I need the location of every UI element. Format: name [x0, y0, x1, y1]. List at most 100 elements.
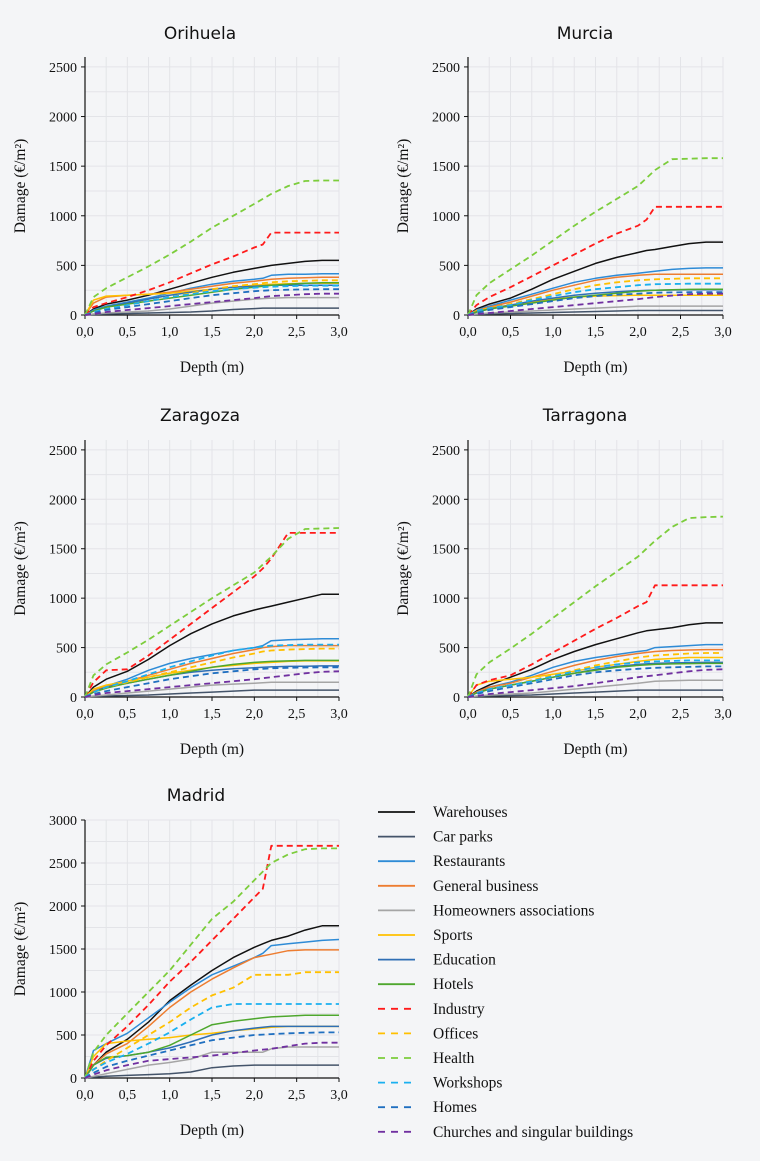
legend-label-sports: Sports [433, 927, 473, 944]
y-tick-label: 1500 [49, 943, 77, 958]
legend: Warehouses Car parks Restaurants General bu… [378, 804, 633, 1141]
x-tick-label: 0,5 [502, 325, 520, 340]
series-line-car-parks [84, 1064, 339, 1079]
legend-label-workshops: Workshops [433, 1075, 502, 1092]
chart-murcia: Murcia 0 500 1000 1500 2000 2500 0,0 0,5 1,0 1,5 2,… [395, 24, 732, 376]
y-axis-label: Damage (€/m²) [12, 139, 29, 234]
x-tick-label: 2,0 [246, 1088, 264, 1103]
chart-madrid: Madrid 0 500 1000 1500 2000 2500 3000 0,0 0,5 1,0 1… [12, 786, 348, 1139]
x-tick-label: 0,5 [119, 707, 137, 722]
legend-label-industry: Industry [433, 1001, 485, 1018]
chart-orihuela: Orihuela 0 500 1000 1500 2000 2500 0,0 0,5 1,0 1,5… [12, 24, 348, 376]
x-tick-label: 1,0 [161, 1088, 179, 1103]
x-tick-label: 3,0 [714, 325, 732, 340]
legend-label-hotels: Hotels [433, 976, 473, 993]
y-tick-label: 1000 [49, 986, 77, 1001]
legend-label-offices: Offices [433, 1025, 478, 1042]
y-tick-label: 2000 [432, 111, 460, 126]
x-tick-label: 1,5 [203, 707, 221, 722]
series-line-homes [84, 288, 339, 316]
legend-label-churches-and-singular-buildings: Churches and singular buildings [433, 1124, 633, 1141]
y-tick-label: 1000 [432, 592, 460, 607]
y-tick-label: 500 [439, 259, 460, 274]
chart-title: Zaragoza [160, 406, 240, 426]
series-line-homes [467, 665, 723, 698]
chart-zaragoza: Zaragoza 0 500 1000 1500 2000 2500 0,0 0,5 1,0 1,5… [12, 406, 348, 758]
y-tick-label: 0 [70, 309, 77, 324]
y-tick-label: 2500 [49, 444, 77, 459]
y-tick-label: 1500 [49, 160, 77, 175]
y-tick-label: 0 [70, 1072, 77, 1087]
legend-label-homes: Homes [433, 1099, 477, 1116]
series-line-hotels [84, 659, 339, 698]
x-tick-label: 2,5 [672, 325, 690, 340]
series-line-homeowners-associations [84, 1046, 339, 1079]
legend-label-health: Health [433, 1050, 475, 1067]
series-line-warehouses [467, 622, 723, 698]
x-tick-label: 0,0 [459, 325, 477, 340]
series-line-hotels [467, 288, 723, 316]
x-axis-label: Depth (m) [180, 1122, 244, 1139]
series-line-workshops [467, 282, 723, 316]
series-line-churches-and-singular-buildings [467, 292, 723, 316]
y-tick-label: 1500 [432, 543, 460, 558]
series-line-workshops [84, 1003, 339, 1079]
series-line-health [467, 515, 724, 698]
series-line-warehouses [84, 259, 339, 316]
series-line-industry [84, 844, 339, 1079]
y-tick-label: 500 [56, 259, 77, 274]
x-tick-label: 0,0 [76, 1088, 94, 1103]
x-tick-label: 2,5 [288, 325, 306, 340]
series-line-churches-and-singular-buildings [467, 668, 724, 698]
y-tick-label: 0 [453, 309, 460, 324]
series-line-workshops [467, 659, 723, 698]
x-tick-label: 3,0 [714, 707, 732, 722]
x-axis-label: Depth (m) [563, 741, 627, 758]
chart-title: Tarragona [542, 406, 627, 426]
x-tick-label: 2,5 [288, 1088, 306, 1103]
x-tick-label: 1,0 [161, 707, 179, 722]
x-tick-label: 2,0 [629, 325, 647, 340]
x-tick-label: 3,0 [330, 707, 348, 722]
y-axis-label: Damage (€/m²) [395, 521, 412, 616]
y-tick-label: 2500 [49, 61, 77, 76]
y-tick-label: 0 [70, 691, 77, 706]
series-line-hotels [84, 1014, 339, 1079]
x-tick-label: 0,0 [76, 707, 94, 722]
series-line-workshops [84, 643, 339, 698]
y-tick-label: 3000 [49, 814, 77, 829]
series-line-churches-and-singular-buildings [84, 292, 339, 316]
legend-label-homeowners-associations: Homeowners associations [433, 902, 594, 919]
series-line-health [84, 847, 339, 1079]
series-line-homes [84, 666, 339, 698]
x-tick-label: 0,0 [76, 325, 94, 340]
x-tick-label: 1,5 [587, 707, 605, 722]
chart-title: Orihuela [164, 24, 236, 44]
x-tick-label: 1,5 [203, 325, 221, 340]
y-tick-label: 500 [56, 1029, 77, 1044]
y-axis-label: Damage (€/m²) [395, 139, 412, 234]
legend-label-general-business: General business [433, 878, 538, 895]
x-tick-label: 3,0 [330, 1088, 348, 1103]
y-tick-label: 2000 [432, 493, 460, 508]
x-tick-label: 1,0 [544, 707, 562, 722]
x-tick-label: 0,5 [119, 1088, 137, 1103]
series-line-car-parks [84, 307, 339, 316]
series-line-general-business [467, 648, 723, 698]
y-tick-label: 2500 [432, 444, 460, 459]
legend-label-restaurants: Restaurants [433, 853, 505, 870]
series-line-restaurants [84, 938, 340, 1079]
series-line-car-parks [467, 689, 723, 698]
series-line-homeowners-associations [467, 679, 723, 698]
x-tick-label: 2,0 [246, 325, 264, 340]
series-line-health [467, 157, 723, 316]
x-tick-label: 0,0 [459, 707, 477, 722]
y-tick-label: 500 [56, 642, 77, 657]
chart-title: Murcia [557, 24, 614, 44]
series-line-homeowners-associations [84, 296, 339, 316]
x-tick-label: 1,5 [203, 1088, 221, 1103]
legend-label-warehouses: Warehouses [433, 804, 508, 821]
series-line-churches-and-singular-buildings [84, 670, 340, 698]
series-line-industry [84, 231, 339, 316]
